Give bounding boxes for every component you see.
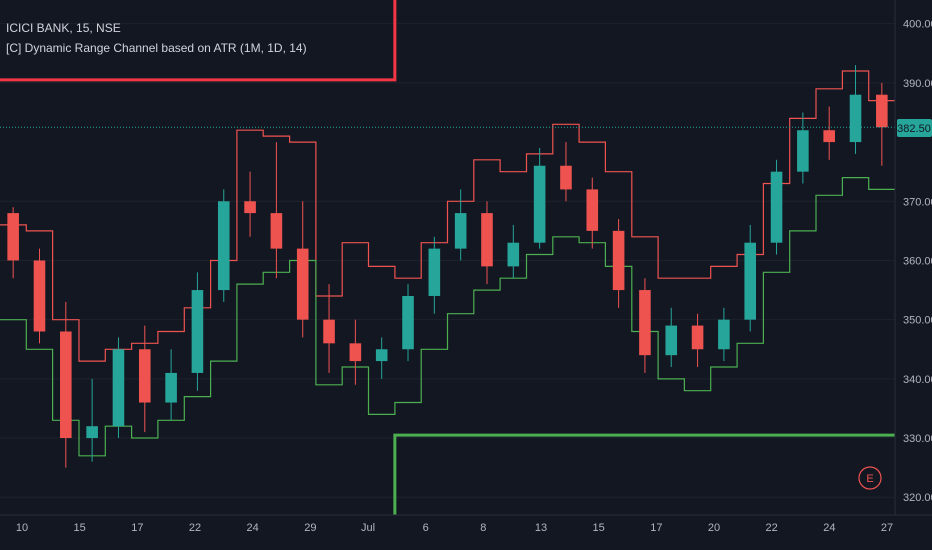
candle-body xyxy=(165,372,177,403)
time-tick-label: 24 xyxy=(247,522,259,534)
lower-channel-line xyxy=(0,177,895,457)
time-tick-label: Jul xyxy=(361,522,375,534)
time-tick-label: 24 xyxy=(823,522,835,534)
price-tick-label: 370.00 xyxy=(903,196,932,208)
candle-body xyxy=(586,189,599,231)
candle-body xyxy=(60,331,72,439)
time-tick-label: 17 xyxy=(650,522,662,534)
price-tick-label: 330.00 xyxy=(903,433,932,445)
time-axis-ticks: 10 15 17 22 24 29 Jul 6 8 13 15 17 20 22 24 27 xyxy=(16,522,893,534)
candle-body xyxy=(665,325,678,356)
earnings-event-marker[interactable]: E xyxy=(858,466,882,490)
candle-body xyxy=(244,201,256,214)
candle-body xyxy=(770,171,783,243)
candle-body xyxy=(270,213,283,249)
time-tick-label: 29 xyxy=(304,522,316,534)
candle-body xyxy=(428,248,441,296)
candle-body xyxy=(454,213,467,249)
time-tick-label: 27 xyxy=(881,522,893,534)
last-price-value: 382.50 xyxy=(897,123,931,135)
last-price-badge: 382.50 xyxy=(897,119,932,137)
time-tick-label: 10 xyxy=(16,522,28,534)
time-tick-label: 8 xyxy=(480,522,486,534)
candle-body xyxy=(744,242,757,320)
time-tick-label: 15 xyxy=(593,522,605,534)
candle-body xyxy=(718,319,730,350)
price-axis[interactable] xyxy=(895,0,932,515)
candle-body xyxy=(849,94,862,143)
candle-body xyxy=(217,201,230,291)
candle-body xyxy=(296,248,309,320)
candle-body xyxy=(612,230,625,291)
candle-body xyxy=(639,290,651,356)
candle-body xyxy=(349,343,362,362)
chart-legend[interactable]: ICICI BANK, 15, NSE [C] Dynamic Range Ch… xyxy=(6,18,307,58)
last-price-badge-bg xyxy=(897,119,932,137)
candle-body xyxy=(138,349,151,403)
candle-body xyxy=(86,426,98,439)
candle-body xyxy=(691,325,704,350)
candle-body xyxy=(876,94,888,128)
time-tick-label: 22 xyxy=(766,522,778,534)
price-tick-label: 360.00 xyxy=(903,255,932,267)
candle-body xyxy=(323,319,335,344)
indicator-title[interactable]: [C] Dynamic Range Channel based on ATR (… xyxy=(6,41,307,55)
price-axis-ticks: 400.00 390.00 370.00 360.00 350.00 340.00 330.… xyxy=(903,19,932,505)
time-tick-label: 15 xyxy=(74,522,86,534)
price-tick-label: 340.00 xyxy=(903,374,932,386)
price-tick-label: 320.00 xyxy=(903,492,932,504)
earnings-event-icon[interactable] xyxy=(858,466,882,490)
price-tick-label: 390.00 xyxy=(903,78,932,90)
monthly-range-lines xyxy=(0,0,895,515)
price-tick-label: 350.00 xyxy=(903,315,932,327)
time-axis[interactable] xyxy=(0,515,932,550)
candle-body xyxy=(402,295,414,350)
candle-body xyxy=(533,165,546,243)
candle-body xyxy=(33,260,46,332)
candles xyxy=(7,65,888,468)
candle-body xyxy=(7,213,19,261)
candle-body xyxy=(560,165,572,190)
candle-body xyxy=(112,349,125,427)
time-tick-label: 17 xyxy=(131,522,143,534)
candle-body xyxy=(797,130,809,172)
upper-channel-line xyxy=(0,70,895,362)
price-tick-label: 400.00 xyxy=(903,19,932,31)
candle-body xyxy=(375,349,388,362)
earnings-event-label: E xyxy=(866,473,873,485)
candle-body xyxy=(507,242,520,267)
monthly-upper-line xyxy=(0,0,397,82)
time-tick-label: 22 xyxy=(189,522,201,534)
symbol-title[interactable]: ICICI BANK, 15, NSE xyxy=(6,21,121,35)
monthly-lower-line xyxy=(393,433,895,515)
time-tick-label: 13 xyxy=(535,522,547,534)
candle-body xyxy=(481,213,493,267)
candle-body xyxy=(191,290,204,373)
time-tick-label: 20 xyxy=(708,522,720,534)
time-tick-label: 6 xyxy=(423,522,429,534)
channel-lines xyxy=(0,70,895,457)
candle-body xyxy=(823,130,835,143)
